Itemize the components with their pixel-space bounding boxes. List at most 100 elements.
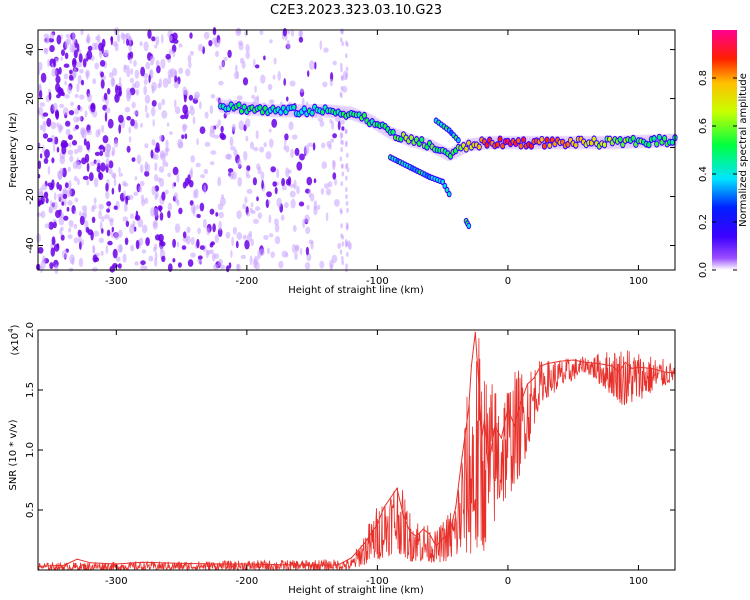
noise-blob bbox=[74, 149, 79, 155]
snr-multiplier-base: (x10 bbox=[10, 333, 21, 356]
noise-blob bbox=[215, 212, 219, 217]
noise-blob bbox=[299, 88, 304, 93]
noise-blob bbox=[339, 37, 343, 43]
noise-blob bbox=[341, 241, 345, 247]
colorbar-tick-label: 0.2 bbox=[698, 214, 709, 230]
noise-blob bbox=[197, 43, 204, 52]
ridge-point bbox=[516, 138, 521, 144]
noise-blob bbox=[51, 236, 56, 246]
noise-blob bbox=[187, 54, 192, 63]
noise-blob bbox=[93, 197, 97, 205]
noise-blob bbox=[73, 49, 78, 59]
noise-blob bbox=[101, 44, 104, 55]
noise-blob bbox=[296, 185, 300, 195]
noise-blob bbox=[167, 75, 172, 85]
noise-blob bbox=[131, 157, 136, 163]
noise-blob bbox=[259, 29, 264, 36]
noise-blob bbox=[143, 85, 148, 96]
noise-blob bbox=[118, 76, 122, 85]
noise-blob bbox=[86, 71, 89, 80]
noise-blob bbox=[161, 110, 168, 119]
noise-blob bbox=[77, 104, 81, 111]
noise-blob bbox=[112, 40, 118, 47]
snr-multiplier-exponent: 4 bbox=[7, 328, 15, 333]
noise-blob bbox=[260, 74, 266, 84]
noise-blob bbox=[118, 114, 124, 124]
noise-blob bbox=[131, 101, 136, 109]
noise-blob bbox=[115, 256, 121, 263]
noise-blob bbox=[125, 196, 128, 206]
snr-point bbox=[507, 407, 509, 409]
noise-blob bbox=[52, 143, 56, 153]
noise-blob bbox=[259, 248, 265, 257]
noise-blob bbox=[75, 124, 79, 130]
snr-point bbox=[487, 467, 489, 469]
noise-blob bbox=[197, 227, 202, 234]
noise-blob bbox=[158, 135, 163, 142]
noise-blob bbox=[140, 122, 143, 128]
noise-blob bbox=[100, 71, 104, 78]
noise-blob bbox=[86, 179, 90, 186]
noise-blob bbox=[344, 142, 348, 148]
noise-blob bbox=[217, 119, 221, 126]
ridge-point bbox=[466, 140, 471, 146]
noise-blob bbox=[59, 103, 65, 108]
noise-blob bbox=[152, 152, 156, 160]
noise-blob bbox=[269, 39, 273, 44]
snr-point bbox=[513, 425, 516, 427]
noise-blob bbox=[71, 37, 77, 44]
noise-blob bbox=[162, 77, 169, 88]
noise-blob bbox=[183, 94, 187, 103]
noise-blob bbox=[62, 193, 68, 200]
noise-blob bbox=[239, 57, 245, 64]
snr-panel: -300 -200 -100 0 100 0.5 1.0 1.5 2.0 Height of … bbox=[7, 322, 676, 596]
noise-blob bbox=[345, 200, 349, 206]
noise-blob bbox=[154, 234, 161, 241]
noise-blob bbox=[40, 260, 46, 270]
noise-blob bbox=[107, 88, 111, 95]
ridge-point bbox=[589, 140, 594, 146]
branch-point bbox=[445, 188, 449, 192]
noise-blob bbox=[129, 57, 132, 64]
noise-blob bbox=[64, 94, 70, 99]
noise-blob bbox=[157, 102, 162, 111]
noise-blob bbox=[100, 162, 106, 172]
noise-blob bbox=[174, 106, 181, 115]
noise-blob bbox=[44, 149, 50, 159]
noise-blob bbox=[285, 178, 291, 186]
noise-blob bbox=[204, 111, 209, 119]
noise-blob bbox=[123, 203, 128, 212]
spectrogram-xtick-label: -100 bbox=[366, 276, 389, 287]
noise-blob bbox=[288, 121, 294, 131]
noise-blob bbox=[73, 59, 77, 65]
noise-blob bbox=[50, 247, 55, 257]
ridge-point bbox=[242, 104, 247, 110]
noise-blob bbox=[90, 102, 96, 113]
spectrogram-y-ticks: -40 -20 0 20 40 bbox=[25, 43, 675, 254]
noise-blob bbox=[214, 234, 219, 243]
snr-point bbox=[76, 558, 78, 560]
noise-blob bbox=[145, 237, 150, 247]
noise-blob bbox=[64, 182, 69, 189]
noise-blob bbox=[109, 219, 114, 227]
snr-point bbox=[350, 557, 352, 559]
noise-blob bbox=[173, 69, 178, 77]
spectrogram-ytick-label: -40 bbox=[25, 237, 36, 253]
noise-blob bbox=[189, 32, 193, 39]
snr-point bbox=[637, 366, 640, 368]
ridge-point bbox=[399, 136, 403, 142]
noise-blob bbox=[246, 188, 253, 195]
ridge-point bbox=[618, 137, 622, 142]
noise-blob bbox=[160, 58, 166, 69]
noise-blob bbox=[196, 238, 200, 249]
noise-blob bbox=[123, 182, 129, 187]
noise-blob bbox=[341, 256, 344, 262]
noise-blob bbox=[270, 251, 276, 258]
noise-blob bbox=[78, 257, 84, 268]
noise-blob bbox=[199, 202, 205, 212]
noise-blob bbox=[134, 176, 138, 181]
snr-point bbox=[468, 407, 470, 409]
noise-blob bbox=[298, 201, 305, 207]
noise-blob bbox=[286, 39, 291, 50]
snr-point bbox=[483, 419, 486, 421]
